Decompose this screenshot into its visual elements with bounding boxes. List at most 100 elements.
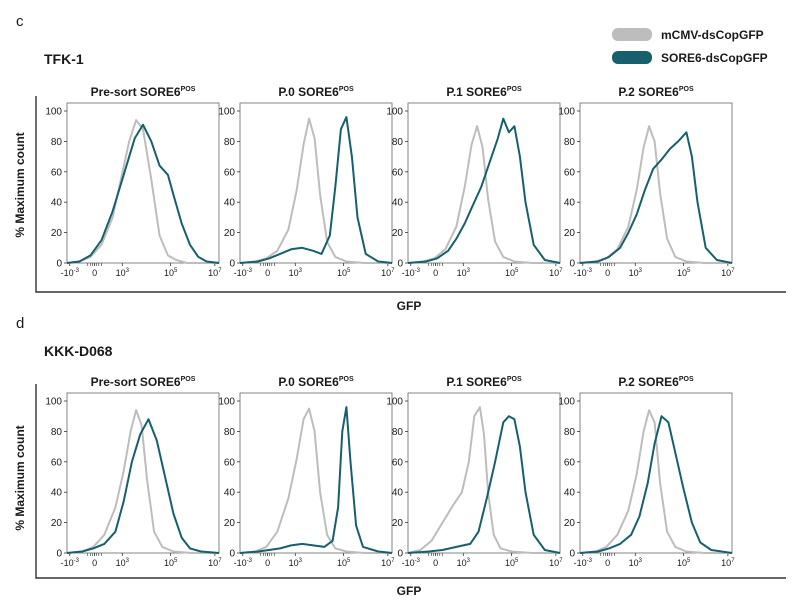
panel-title-text: P.1 SORE6 [446,375,507,389]
x-tick-label: 107 [721,558,735,568]
panel-title: P.1 SORE6POS [446,375,522,389]
panel-title-superscript: POS [679,376,694,383]
panel-title-superscript: POS [507,86,522,93]
y-tick-label: 80 [51,137,63,148]
x-tick-base: 10 [457,558,467,568]
x-tick-label: -10-3 [574,558,593,568]
x-tick-label: 0 [265,558,270,568]
y-tick-label: 20 [564,518,576,529]
x-tick-base: 10 [337,558,347,568]
x-tick-exponent: 3 [639,268,643,274]
series-line-sore6 [66,123,220,264]
y-tick-label: 100 [45,107,62,118]
x-tick-exponent: 5 [174,268,178,274]
x-tick-label: 107 [208,268,222,278]
x-tick-base: 10 [164,268,174,278]
x-tick-exponent: -3 [74,268,80,274]
x-tick-label: 0 [265,268,270,278]
y-tick-label: 60 [224,167,236,178]
x-tick-exponent: 3 [467,268,471,274]
x-tick-label: -10-3 [61,558,80,568]
y-tick-label: 20 [224,228,236,239]
series-line-sore6 [66,418,220,554]
x-tick-base: 10 [116,558,126,568]
series-line-sore6 [407,117,561,264]
series-line-control [407,125,560,264]
panel-title: P.2 SORE6POS [618,375,694,389]
x-tick-label: 0 [433,268,438,278]
y-tick-label: 0 [56,259,62,270]
panel-title: Pre-sort SORE6POS [91,375,196,389]
x-tick-base: 10 [164,558,174,568]
plot-frame [579,102,733,264]
panel-title: P.1 SORE6POS [446,85,522,99]
x-tick-exponent: -3 [247,268,253,274]
x-tick-label: 105 [677,268,691,278]
panel-title-superscript: POS [181,86,196,93]
group-frame-top [35,96,786,293]
cell-line-label-kkkd068: KKK-D068 [44,343,113,359]
panel-letter-d: d [16,315,24,332]
x-tick-base: 0 [92,558,97,568]
y-tick-label: 40 [392,198,404,209]
series-line-sore6 [579,131,733,264]
x-tick-base: -10 [402,268,415,278]
x-tick-base: 0 [605,268,610,278]
y-tick-label: 40 [51,198,63,209]
xlabel-bottom: GFP [397,584,422,598]
y-tick-label: 80 [51,427,63,438]
y-tick-label: 20 [51,228,63,239]
x-tick-base: 0 [265,558,270,568]
x-tick-base: 10 [677,268,687,278]
y-tick-label: 80 [392,137,404,148]
y-tick-label: 40 [564,198,576,209]
y-tick-label: 20 [392,228,404,239]
y-tick-label: 60 [392,167,404,178]
series-line-control [66,119,219,264]
series-line-control [239,117,392,264]
xlabel-top: GFP [397,299,422,313]
x-tick-exponent: 3 [126,558,130,564]
y-tick-label: 40 [51,488,63,499]
y-tick-label: 100 [386,107,403,118]
x-tick-exponent: 3 [299,268,303,274]
x-tick-base: -10 [234,558,247,568]
panel-title: P.0 SORE6POS [278,85,354,99]
x-tick-exponent: -3 [587,268,593,274]
x-tick-label: 0 [433,558,438,568]
x-tick-base: -10 [234,268,247,278]
x-tick-exponent: -3 [415,558,421,564]
cell-line-label-tfk1: TFK-1 [44,51,84,67]
x-tick-exponent: -3 [247,558,253,564]
x-tick-base: 10 [289,268,299,278]
y-tick-label: 60 [392,457,404,468]
y-tick-label: 80 [564,137,576,148]
x-tick-label: 107 [549,558,563,568]
panel-title-superscript: POS [339,86,354,93]
panel-title-text: P.0 SORE6 [278,375,339,389]
y-tick-label: 100 [386,397,403,408]
panel-title-superscript: POS [181,376,196,383]
x-tick-label: -10-3 [61,268,80,278]
series-line-control [66,409,219,554]
x-tick-label: 103 [116,558,130,568]
y-tick-label: 40 [564,488,576,499]
panel-title-text: P.2 SORE6 [618,375,679,389]
x-tick-exponent: 7 [559,268,563,274]
x-tick-exponent: -3 [415,268,421,274]
x-tick-base: 0 [433,268,438,278]
y-tick-label: 20 [564,228,576,239]
panel-title-superscript: POS [339,376,354,383]
x-tick-exponent: 5 [687,558,691,564]
x-tick-base: 10 [629,558,639,568]
x-tick-label: -10-3 [234,268,253,278]
